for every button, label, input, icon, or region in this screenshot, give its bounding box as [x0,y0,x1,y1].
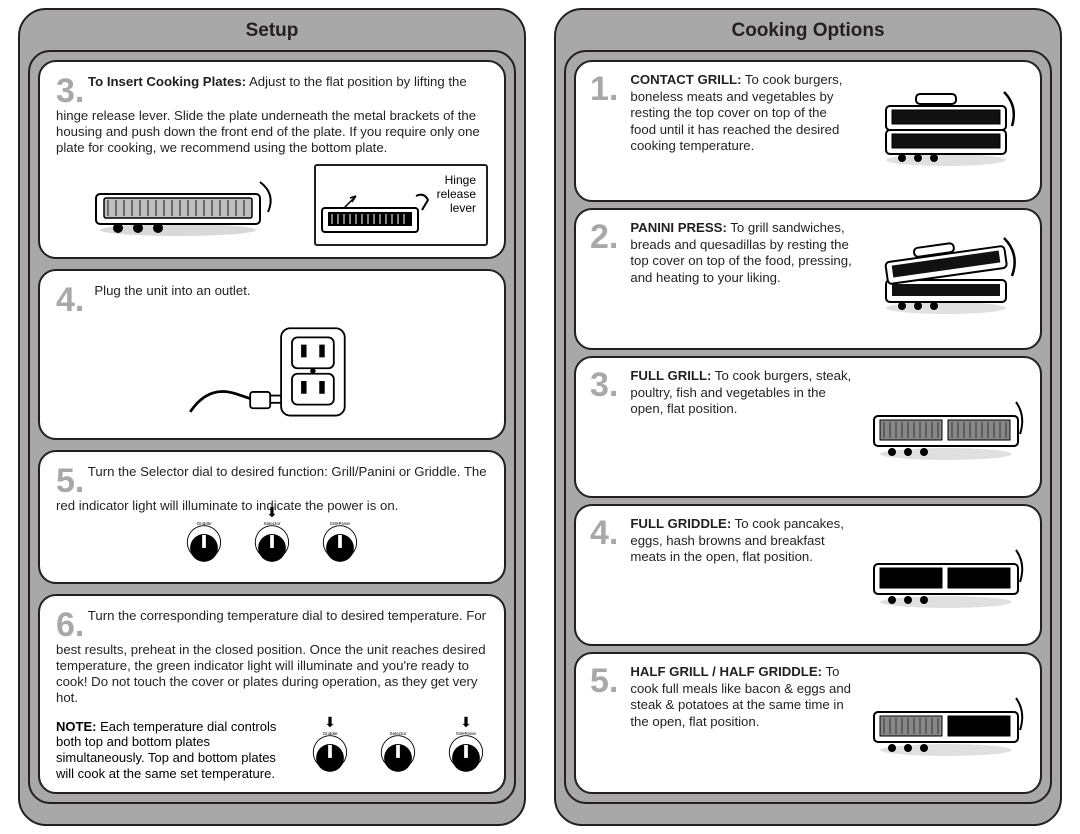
option-bold: HALF GRILL / HALF GRIDDLE: [630,664,822,679]
full-griddle-illustration [866,516,1026,616]
option-full-grill: 3. FULL GRILL: To cook burgers, steak, p… [574,356,1042,498]
full-grill-illustration [866,368,1026,468]
svg-text:Griddle: Griddle [323,732,338,736]
option-bold: FULL GRILL: [630,368,711,383]
dial-grill-panini: ⬇ Grill•Panini [444,732,488,782]
option-bold: CONTACT GRILL: [630,72,741,87]
arrow-icon: ⬇ [460,714,472,731]
dials-row: Griddle ⬇ Selector Grill•Panini [56,522,488,572]
option-panini-press: 2. PANINI PRESS: To grill sandwiches, br… [574,208,1042,350]
svg-text:Selector: Selector [390,732,407,736]
step-note: NOTE: Each temperature dial controls bot… [56,719,296,782]
svg-text:Selector: Selector [264,522,281,526]
cooking-title: Cooking Options [564,20,1052,42]
dials-row: ⬇ Griddle Selector ⬇ Grill•Panini [308,713,488,782]
step-number: 5. [56,464,84,498]
note-bold: NOTE: [56,719,96,734]
setup-title: Setup [28,20,516,42]
page: Setup 3. To Insert Cooking Plates: Adjus… [0,0,1080,834]
grill-flat-illustration [56,164,300,247]
option-number: 4. [590,516,618,550]
setup-step-3: 3. To Insert Cooking Plates: Adjust to t… [38,60,506,259]
setup-step-4: 4. Plug the unit into an outlet. [38,269,506,440]
cooking-options-panel: Cooking Options 1. CONTACT GRILL: To coo… [554,8,1062,826]
hinge-lever-illustration: Hinge release lever [314,164,488,246]
step-number: 4. [56,283,84,317]
option-half-grill-griddle: 5. HALF GRILL / HALF GRIDDLE: To cook fu… [574,652,1042,794]
dial-grill-panini: Grill•Panini [318,522,362,572]
step-number: 3. [56,74,84,108]
half-grill-griddle-illustration [866,664,1026,764]
option-bold: FULL GRIDDLE: [630,516,731,531]
cooking-inner: 1. CONTACT GRILL: To cook burgers, bonel… [564,50,1052,804]
hinge-label: Hinge release lever [437,174,476,215]
contact-grill-illustration [866,72,1026,172]
arrow-icon: ⬇ [324,714,336,731]
setup-panel: Setup 3. To Insert Cooking Plates: Adjus… [18,8,526,826]
outlet-illustration [172,321,372,421]
option-full-griddle: 4. FULL GRIDDLE: To cook pancakes, eggs,… [574,504,1042,646]
option-bold: PANINI PRESS: [630,220,726,235]
dial-griddle: Griddle [182,522,226,572]
option-number: 3. [590,368,618,402]
option-contact-grill: 1. CONTACT GRILL: To cook burgers, bonel… [574,60,1042,202]
panini-press-illustration [866,220,1026,320]
svg-text:Grill•Panini: Grill•Panini [456,732,476,736]
arrow-icon: ⬇ [266,504,278,521]
option-number: 5. [590,664,618,698]
svg-text:Griddle: Griddle [197,522,212,526]
step-text: Plug the unit into an outlet. [94,283,488,299]
setup-inner: 3. To Insert Cooking Plates: Adjust to t… [28,50,516,804]
dial-griddle: ⬇ Griddle [308,732,352,782]
dial-selector: ⬇ Selector [250,522,294,572]
step-number: 6. [56,608,84,642]
hinge-label-2: release [437,188,476,202]
svg-text:Grill•Panini: Grill•Panini [330,522,350,526]
hinge-label-3: lever [437,202,476,216]
hinge-label-1: Hinge [437,174,476,188]
step-bold: To Insert Cooking Plates: [88,74,246,89]
option-number: 1. [590,72,618,106]
step-text: Turn the corresponding temperature dial … [56,608,486,705]
setup-step-6: 6. Turn the corresponding temperature di… [38,594,506,794]
option-number: 2. [590,220,618,254]
dial-selector: Selector [376,732,420,782]
setup-step-5: 5. Turn the Selector dial to desired fun… [38,450,506,584]
